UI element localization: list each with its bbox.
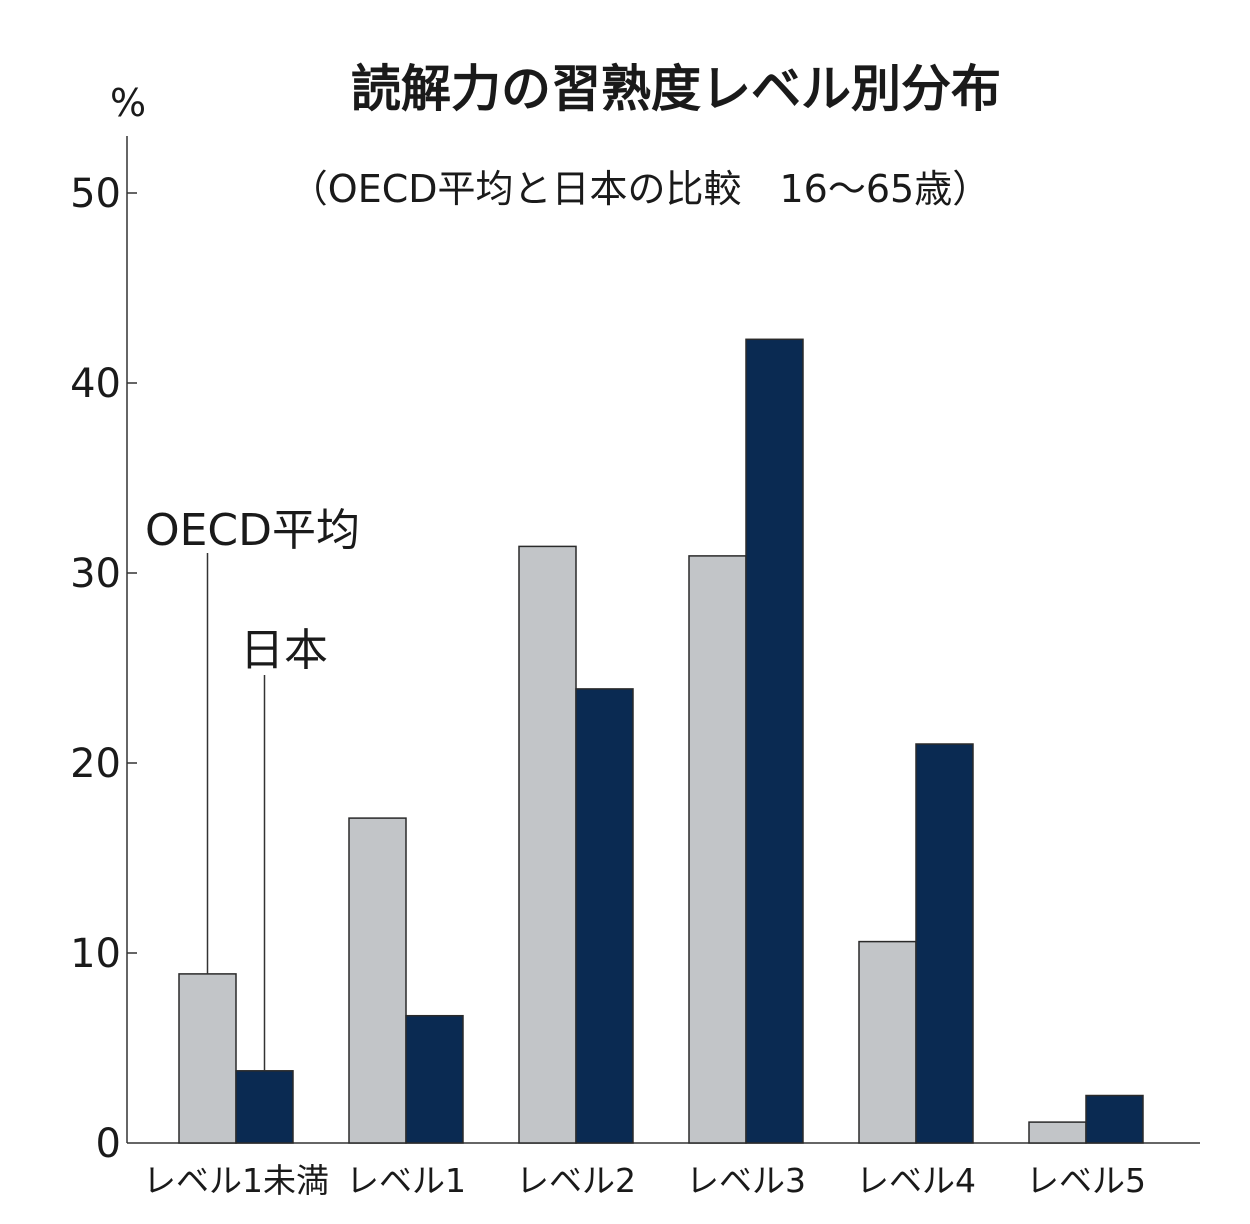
y-axis-unit-label: % (110, 81, 146, 125)
bar-oecd-1 (348, 817, 407, 1144)
y-tick-label: 50 (70, 171, 121, 217)
x-category-label: レベル3 (686, 1161, 806, 1200)
bar-oecd-2 (518, 545, 577, 1144)
bar-oecd-0 (178, 973, 237, 1144)
x-category-label: レベル4 (856, 1161, 976, 1200)
y-tick-label: 30 (70, 551, 121, 597)
x-category-label: レベル1 (346, 1161, 466, 1200)
y-tick-label: 20 (70, 741, 121, 787)
x-category-label: レベル1未満 (143, 1161, 329, 1200)
bars (178, 338, 1144, 1144)
legend-label-japan: 日本 (240, 625, 328, 676)
bar-japan-3 (745, 338, 804, 1144)
bar-japan-4 (915, 743, 974, 1144)
bar-oecd-5 (1028, 1121, 1087, 1144)
y-tick-label: 0 (96, 1121, 121, 1167)
bar-japan-1 (405, 1014, 464, 1144)
bar-japan-5 (1085, 1094, 1144, 1144)
x-category-label: レベル2 (516, 1161, 636, 1200)
legend-label-oecd: OECD平均 (145, 505, 360, 556)
y-tick-label: 40 (70, 361, 121, 407)
y-tick-label: 10 (70, 931, 121, 977)
x-category-label: レベル5 (1026, 1161, 1146, 1200)
chart-subtitle: （OECD平均と日本の比較 16〜65歳） (290, 167, 990, 211)
bar-japan-0 (235, 1070, 294, 1144)
bar-japan-2 (575, 688, 634, 1144)
axes: 0 10 20 30 40 50 レベル1未満 レベル1 レベル2 レベル3 レベル4 レベル5 (70, 136, 1200, 1200)
bar-oecd-4 (858, 940, 917, 1144)
chart-title: 読解力の習熟度レベル別分布 (351, 60, 1001, 118)
bar-oecd-3 (688, 555, 747, 1144)
